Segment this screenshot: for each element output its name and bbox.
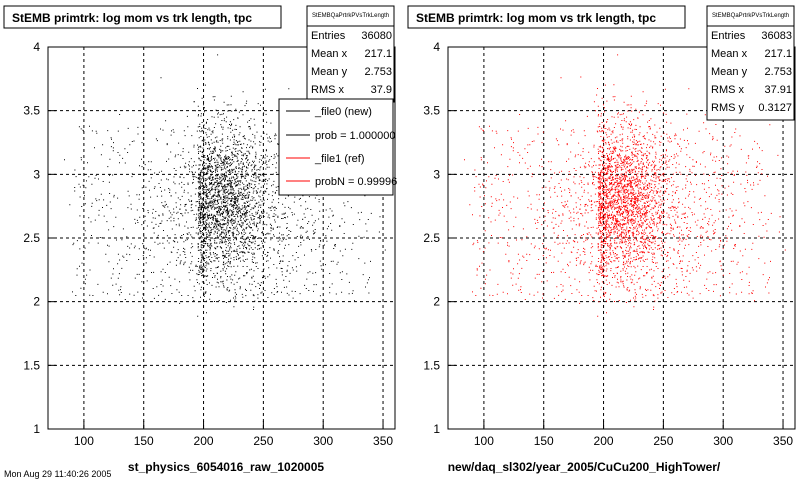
- left-ytick-label-0: 1: [33, 422, 40, 436]
- legend-entry-0: _file0 (new): [314, 106, 372, 118]
- right-ytick-label-6: 4: [433, 40, 440, 54]
- right-xtick-label-4: 300: [713, 434, 733, 448]
- legend-entry-2: _file1 (ref): [314, 153, 365, 165]
- left-stats-entries: 36080: [361, 30, 392, 42]
- left-scatter-cloud: [64, 54, 386, 317]
- right-ytick-label-1: 1.5: [423, 358, 440, 372]
- right-stats-name: StEMBQaPrtrkPVsTrkLength: [712, 13, 789, 19]
- right-ytick-label-3: 2.5: [423, 231, 440, 245]
- right-x-axis-label: new/daq_sl302/year_2005/CuCu200_HighTowe…: [448, 460, 721, 474]
- right-ytick-label-0: 1: [433, 422, 440, 436]
- right-ytick-label-4: 3: [433, 167, 440, 181]
- right-x-axis: 100 150 200 250 300 350: [474, 421, 793, 448]
- right-scatter-cloud: [464, 54, 786, 317]
- left-chart-title: StEMB primtrk: log mom vs trk length, tp…: [12, 11, 252, 25]
- left-xtick-label-0: 100: [74, 434, 94, 448]
- right-title-box: StEMB primtrk: log mom vs trk length, tp…: [407, 5, 686, 29]
- left-ytick-label-2: 2: [33, 295, 40, 309]
- right-xtick-label-1: 150: [534, 434, 554, 448]
- right-stats-meanx-label: Mean x: [711, 48, 748, 60]
- legend-box: _file0 (new) prob = 1.000000 _file1 (ref…: [278, 98, 397, 196]
- left-stats-rmsx-label: RMS x: [311, 84, 345, 96]
- left-stats-meanx: 217.1: [364, 48, 392, 60]
- right-stats-box: StEMBQaPrtrkPVsTrkLength Entries 36083 M…: [706, 5, 795, 121]
- right-scatter-points: [464, 54, 786, 317]
- right-ytick-label-2: 2: [433, 295, 440, 309]
- right-y-axis: 1 1.5 2 2.5 3 3.5 4: [423, 40, 456, 436]
- right-xtick-label-2: 200: [594, 434, 614, 448]
- left-xtick-label-3: 250: [253, 434, 273, 448]
- legend-entry-3: probN = 0.99996: [315, 176, 397, 188]
- left-xtick-label-4: 300: [313, 434, 333, 448]
- left-xtick-label-1: 150: [134, 434, 154, 448]
- right-chart-title: StEMB primtrk: log mom vs trk length, tp…: [416, 11, 656, 25]
- left-stats-meany: 2.753: [364, 66, 392, 78]
- left-stats-meany-label: Mean y: [311, 66, 348, 78]
- left-xtick-label-2: 200: [194, 434, 214, 448]
- left-panel: StEMB primtrk: log mom vs trk length, tp…: [3, 5, 397, 474]
- right-stats-rmsy: 0.3127: [758, 102, 792, 114]
- left-ytick-label-1: 1.5: [23, 358, 40, 372]
- left-title-box: StEMB primtrk: log mom vs trk length, tp…: [3, 5, 282, 29]
- left-stats-box: StEMBQaPrtrkPVsTrkLength Entries 36080 M…: [306, 5, 395, 103]
- left-stats-name: StEMBQaPrtrkPVsTrkLength: [312, 13, 389, 19]
- left-x-axis-label: st_physics_6054016_raw_1020005: [128, 460, 324, 474]
- right-stats-entries-label: Entries: [711, 30, 746, 42]
- left-stats-rmsx: 37.9: [371, 84, 392, 96]
- legend-entry-1: prob = 1.000000: [315, 130, 395, 142]
- right-xtick-label-0: 100: [474, 434, 494, 448]
- left-ytick-label-3: 2.5: [23, 231, 40, 245]
- left-x-axis: 100 150 200 250 300 350: [74, 421, 393, 448]
- right-stats-meanx: 217.1: [764, 48, 792, 60]
- left-ytick-label-5: 3.5: [23, 104, 40, 118]
- right-ytick-label-5: 3.5: [423, 104, 440, 118]
- left-stats-entries-label: Entries: [311, 30, 346, 42]
- right-xtick-label-5: 350: [773, 434, 793, 448]
- left-xtick-label-5: 350: [373, 434, 393, 448]
- left-y-axis: 1 1.5 2 2.5 3 3.5 4: [23, 40, 56, 436]
- right-stats-meany-label: Mean y: [711, 66, 748, 78]
- left-stats-meanx-label: Mean x: [311, 48, 348, 60]
- right-stats-rmsx-label: RMS x: [711, 84, 745, 96]
- left-scatter-points: [64, 54, 386, 317]
- left-ytick-label-6: 4: [33, 40, 40, 54]
- right-stats-entries: 36083: [761, 30, 792, 42]
- left-ytick-label-4: 3: [33, 167, 40, 181]
- right-stats-meany: 2.753: [764, 66, 792, 78]
- footer-timestamp: Mon Aug 29 11:40:26 2005: [4, 469, 111, 479]
- right-stats-rmsy-label: RMS y: [711, 102, 745, 114]
- right-stats-rmsx: 37.91: [764, 84, 792, 96]
- right-panel: StEMB primtrk: log mom vs trk length, tp…: [407, 5, 796, 474]
- right-xtick-label-3: 250: [653, 434, 673, 448]
